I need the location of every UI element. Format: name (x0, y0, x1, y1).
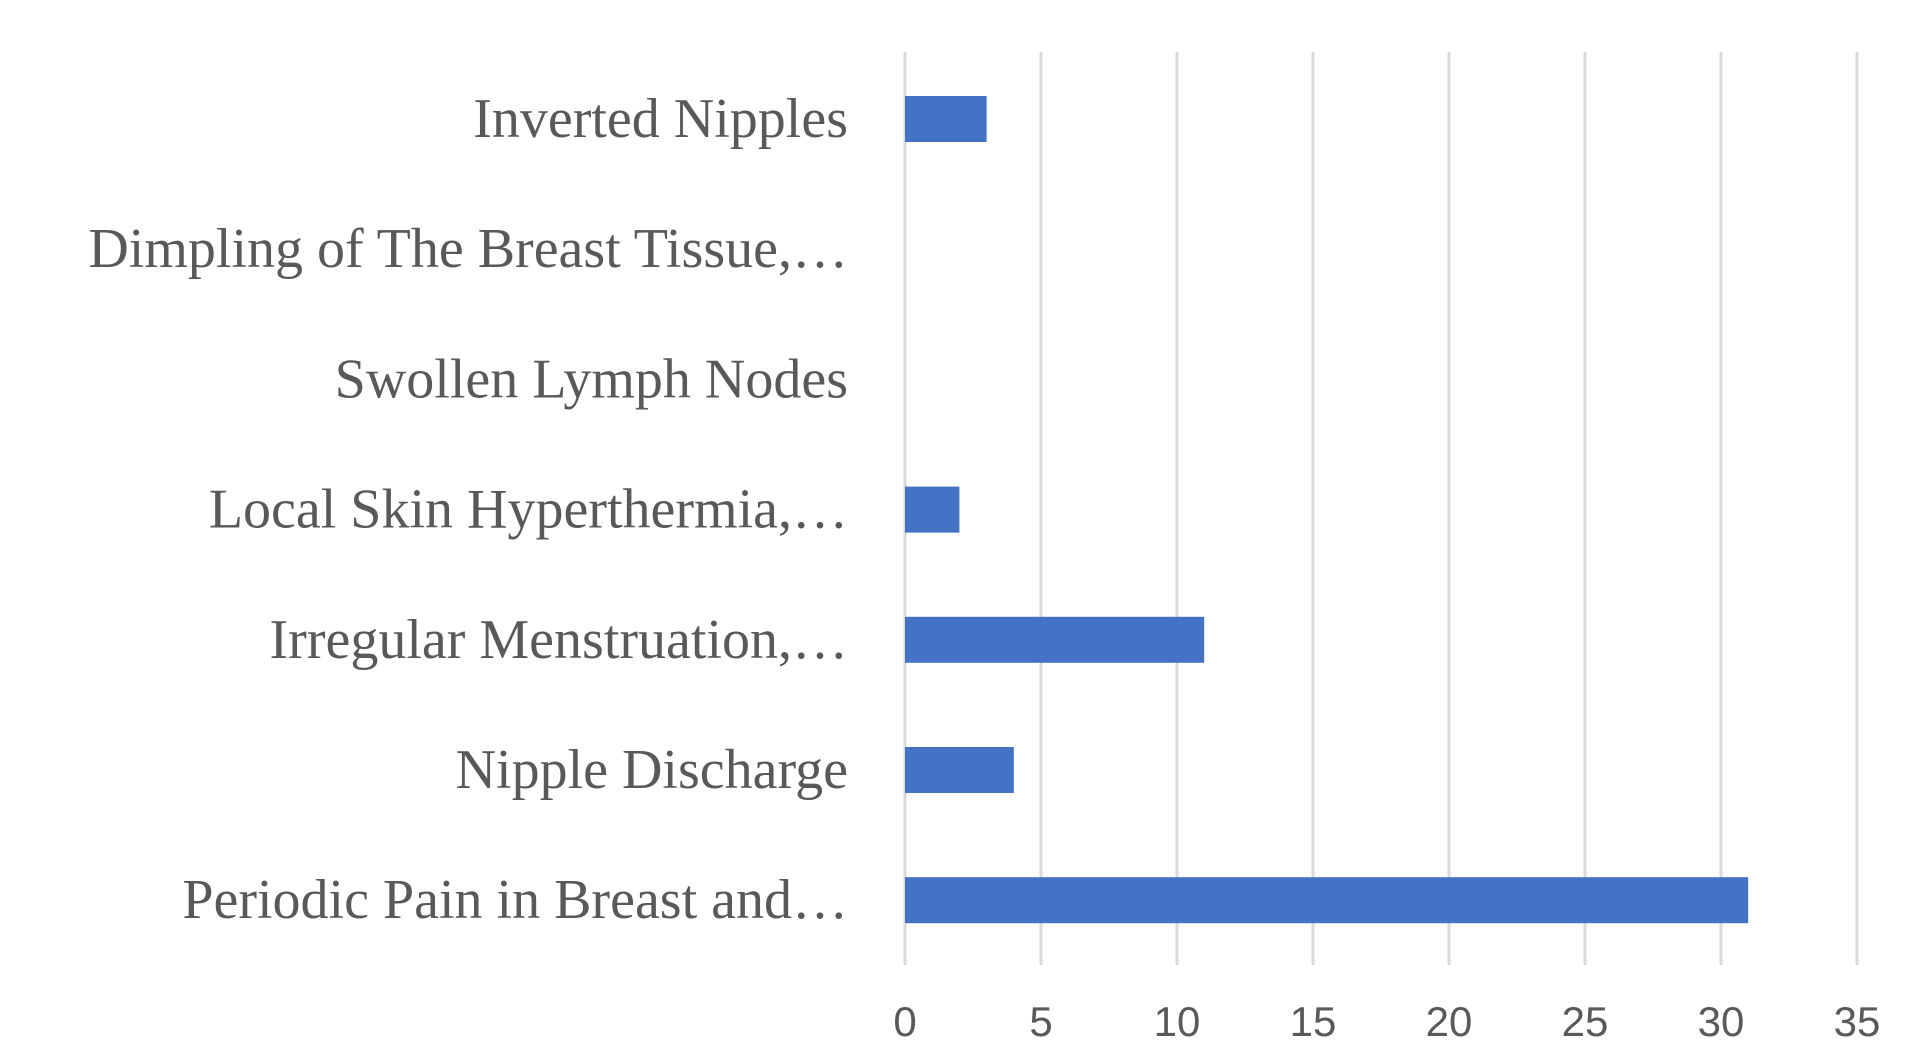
x-axis-tick-labels: 0 5 10 15 20 25 30 35 (893, 998, 1880, 1045)
x-tick-label: 20 (1426, 998, 1473, 1045)
x-tick-label: 0 (893, 998, 916, 1045)
category-label: Inverted Nipples (473, 88, 848, 150)
category-labels: Inverted Nipples Dimpling of The Breast T… (88, 88, 848, 931)
category-label: Irregular Menstruation,… (270, 609, 848, 671)
category-label: Dimpling of The Breast Tissue,… (88, 218, 848, 280)
bar (905, 96, 987, 142)
bar (905, 616, 1205, 663)
category-label: Swollen Lymph Nodes (335, 348, 848, 410)
category-label: Nipple Discharge (456, 739, 848, 801)
x-tick-label: 15 (1290, 998, 1337, 1045)
bar (905, 747, 1014, 793)
x-tick-label: 35 (1834, 998, 1881, 1045)
bar (905, 486, 960, 533)
x-tick-label: 25 (1562, 998, 1609, 1045)
x-tick-label: 10 (1154, 998, 1201, 1045)
bars (905, 96, 1749, 924)
category-label: Local Skin Hyperthermia,… (209, 479, 848, 541)
gridlines (903, 52, 1859, 965)
x-tick-label: 5 (1029, 998, 1052, 1045)
bar (905, 877, 1749, 924)
x-tick-label: 30 (1698, 998, 1745, 1045)
category-label: Periodic Pain in Breast and… (182, 869, 848, 931)
